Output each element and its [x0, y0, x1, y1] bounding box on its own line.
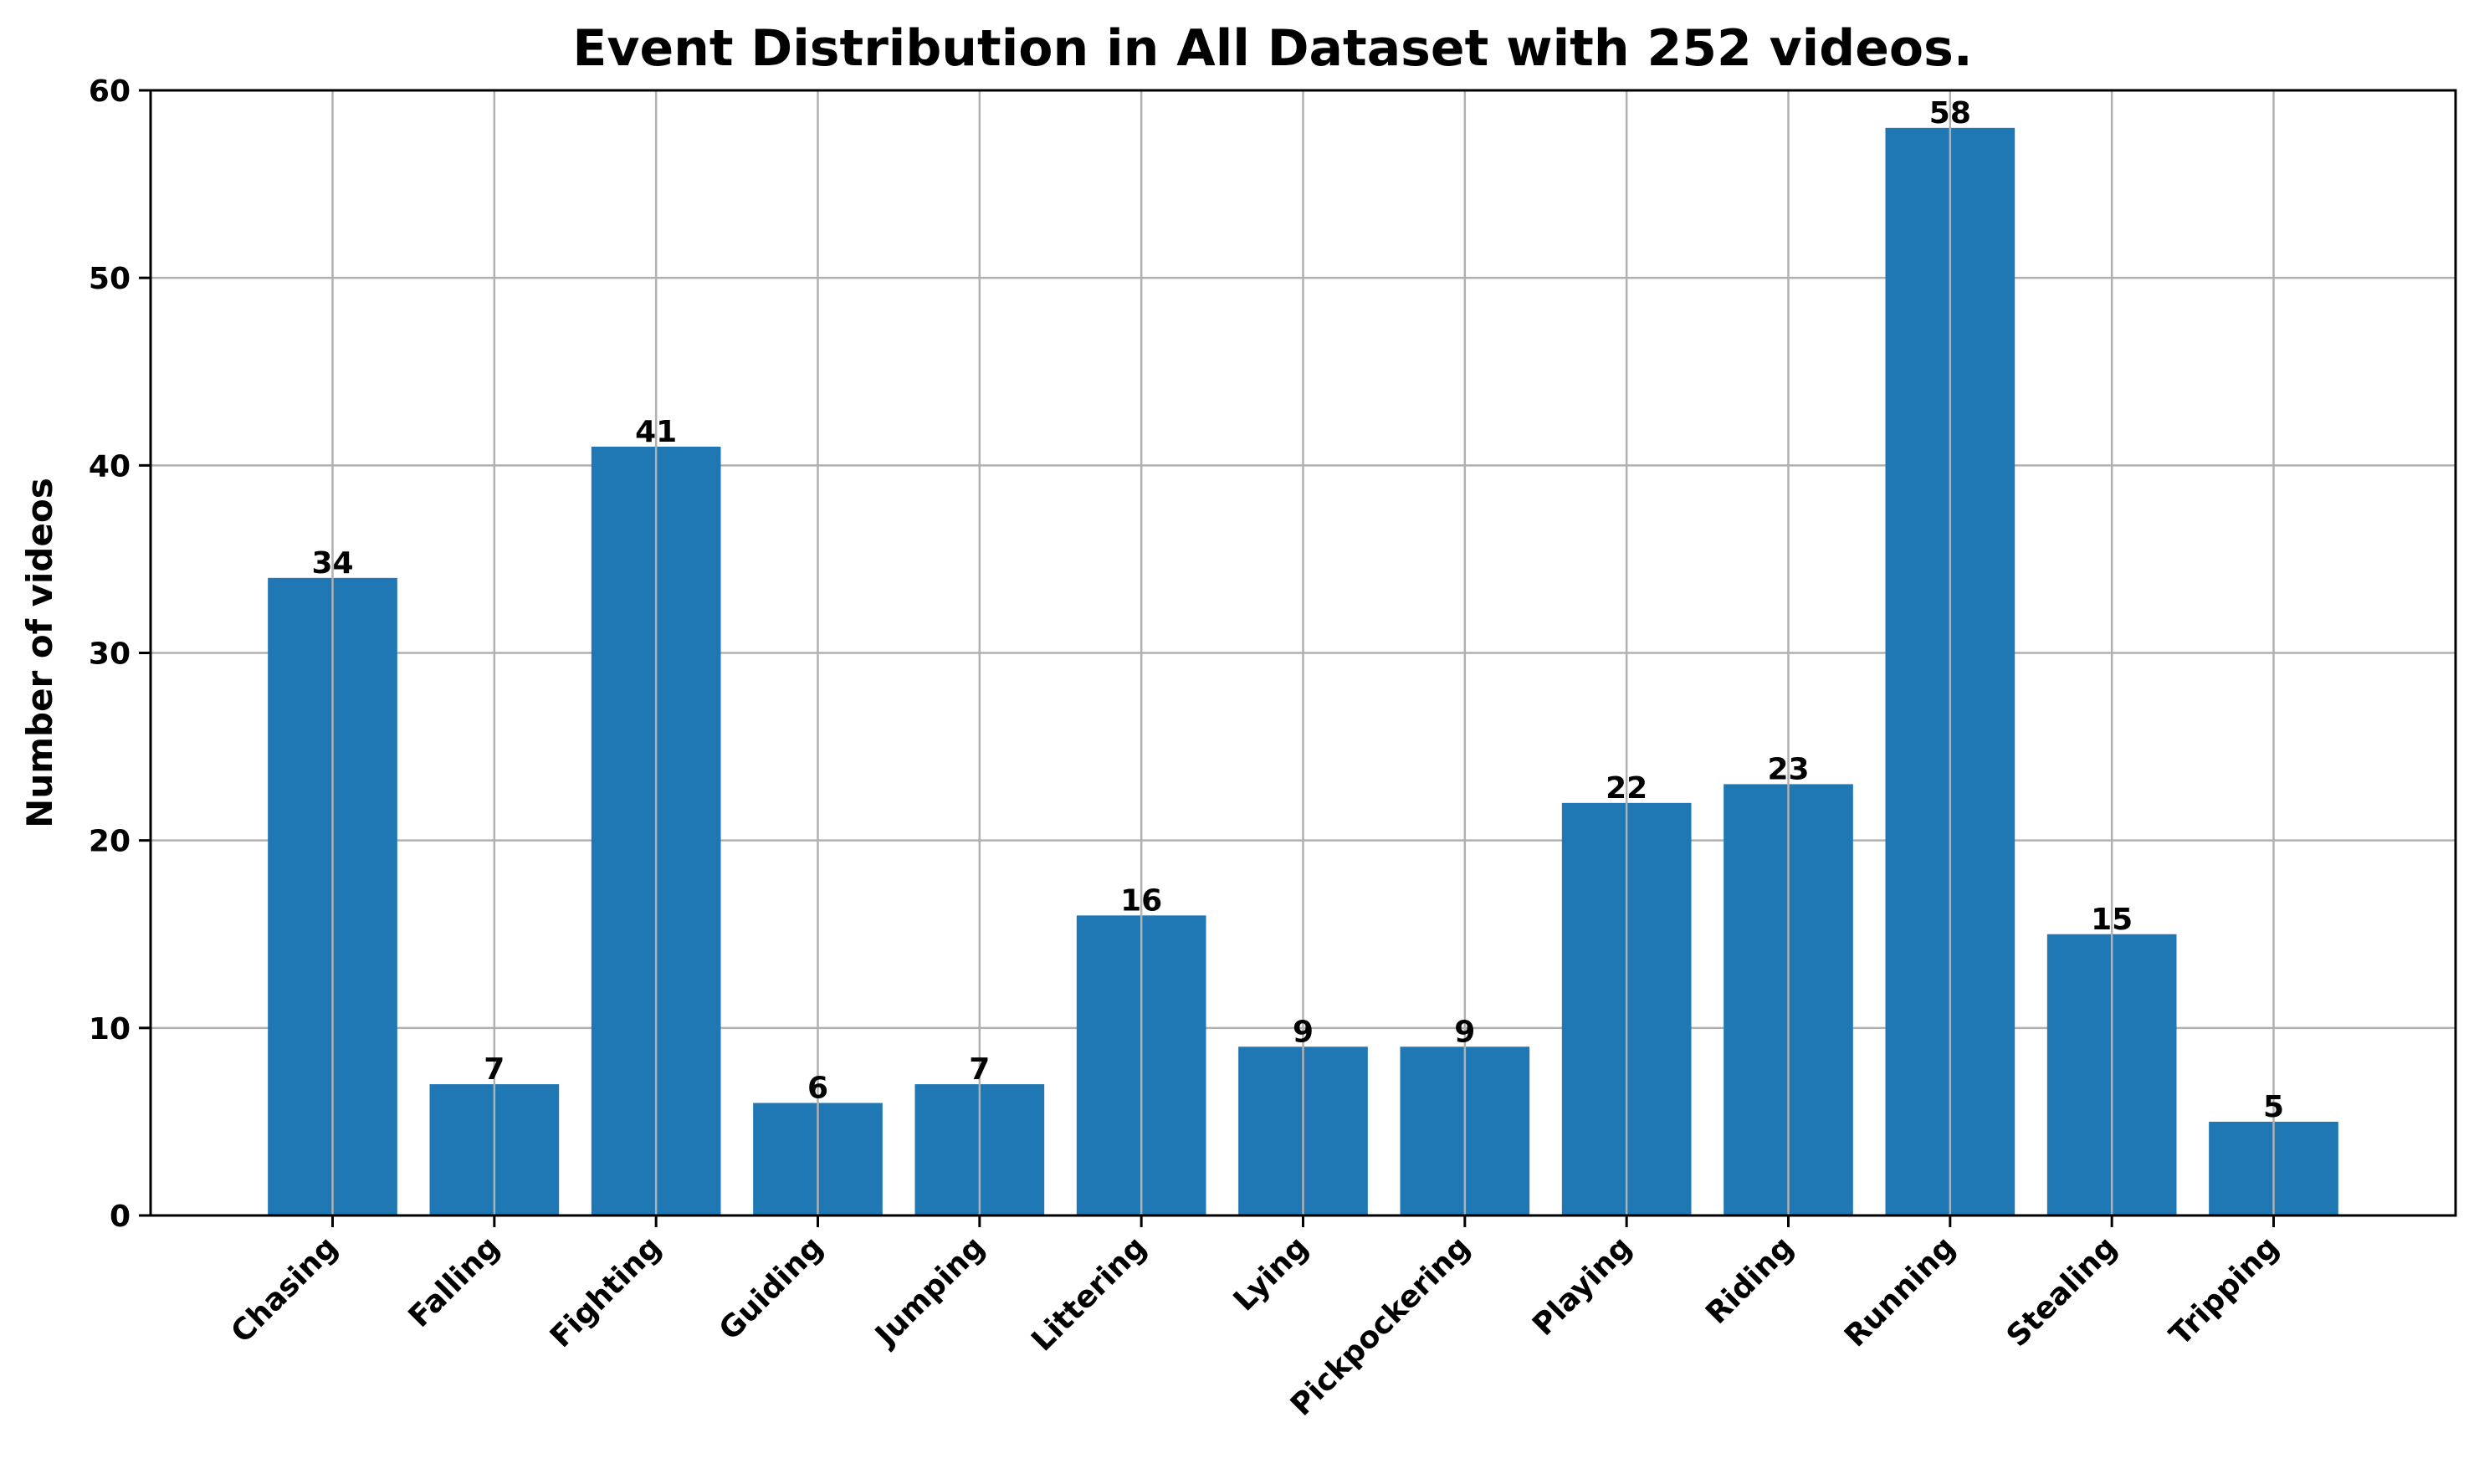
- x-tick-label: Lying: [1227, 1230, 1315, 1318]
- y-tick-label: 0: [110, 1200, 131, 1234]
- bar-value-label: 9: [1454, 1015, 1475, 1049]
- bar-value-label: 7: [484, 1052, 505, 1087]
- y-tick-label: 60: [89, 74, 131, 109]
- bar-value-label: 23: [1767, 752, 1809, 786]
- x-tick-label: Jumping: [868, 1230, 992, 1354]
- x-tick-label: Chasing: [225, 1230, 345, 1349]
- y-tick-label: 50: [89, 262, 131, 296]
- bar-value-label: 7: [969, 1052, 990, 1087]
- x-tick-label: Littering: [1025, 1230, 1153, 1358]
- x-axis: Chasing Falling Fighting Guiding Jumping Litt…: [225, 1215, 2286, 1423]
- bar-value-labels: 34 7 41 6 7 16 9 9 22 23 58 15 5: [311, 96, 2284, 1124]
- bar-value-label: 15: [2091, 903, 2133, 937]
- y-tick-label: 30: [89, 637, 131, 672]
- x-tick-label: Riding: [1699, 1230, 1800, 1331]
- bar-value-label: 6: [807, 1072, 828, 1106]
- bar-value-label: 5: [2263, 1090, 2284, 1124]
- x-tick-label: Pickpockering: [1284, 1230, 1477, 1422]
- vertical-grid: [331, 90, 2275, 1215]
- y-tick-label: 40: [89, 449, 131, 484]
- y-tick-label: 10: [89, 1012, 131, 1046]
- bar-value-label: 58: [1929, 96, 1971, 130]
- chart-title: Event Distribution in All Dataset with 2…: [572, 19, 1972, 78]
- x-tick-label: Running: [1838, 1230, 1962, 1354]
- y-axis-label: Number of videos: [19, 478, 60, 828]
- bar-value-label: 22: [1606, 771, 1647, 806]
- bar-value-label: 41: [635, 415, 677, 449]
- x-tick-label: Tripping: [2164, 1230, 2286, 1352]
- x-tick-label: Stealing: [2000, 1230, 2124, 1354]
- x-tick-label: Playing: [1526, 1230, 1638, 1342]
- bar-value-label: 34: [311, 546, 353, 581]
- y-tick-label: 20: [89, 825, 131, 859]
- bar-value-label: 16: [1120, 883, 1162, 918]
- x-tick-label: Falling: [402, 1230, 507, 1334]
- bar-value-label: 9: [1293, 1015, 1314, 1049]
- y-axis: 0 10 20 30 40 50 60: [89, 74, 151, 1234]
- x-tick-label: Guiding: [713, 1230, 830, 1347]
- x-tick-label: Fighting: [544, 1230, 668, 1354]
